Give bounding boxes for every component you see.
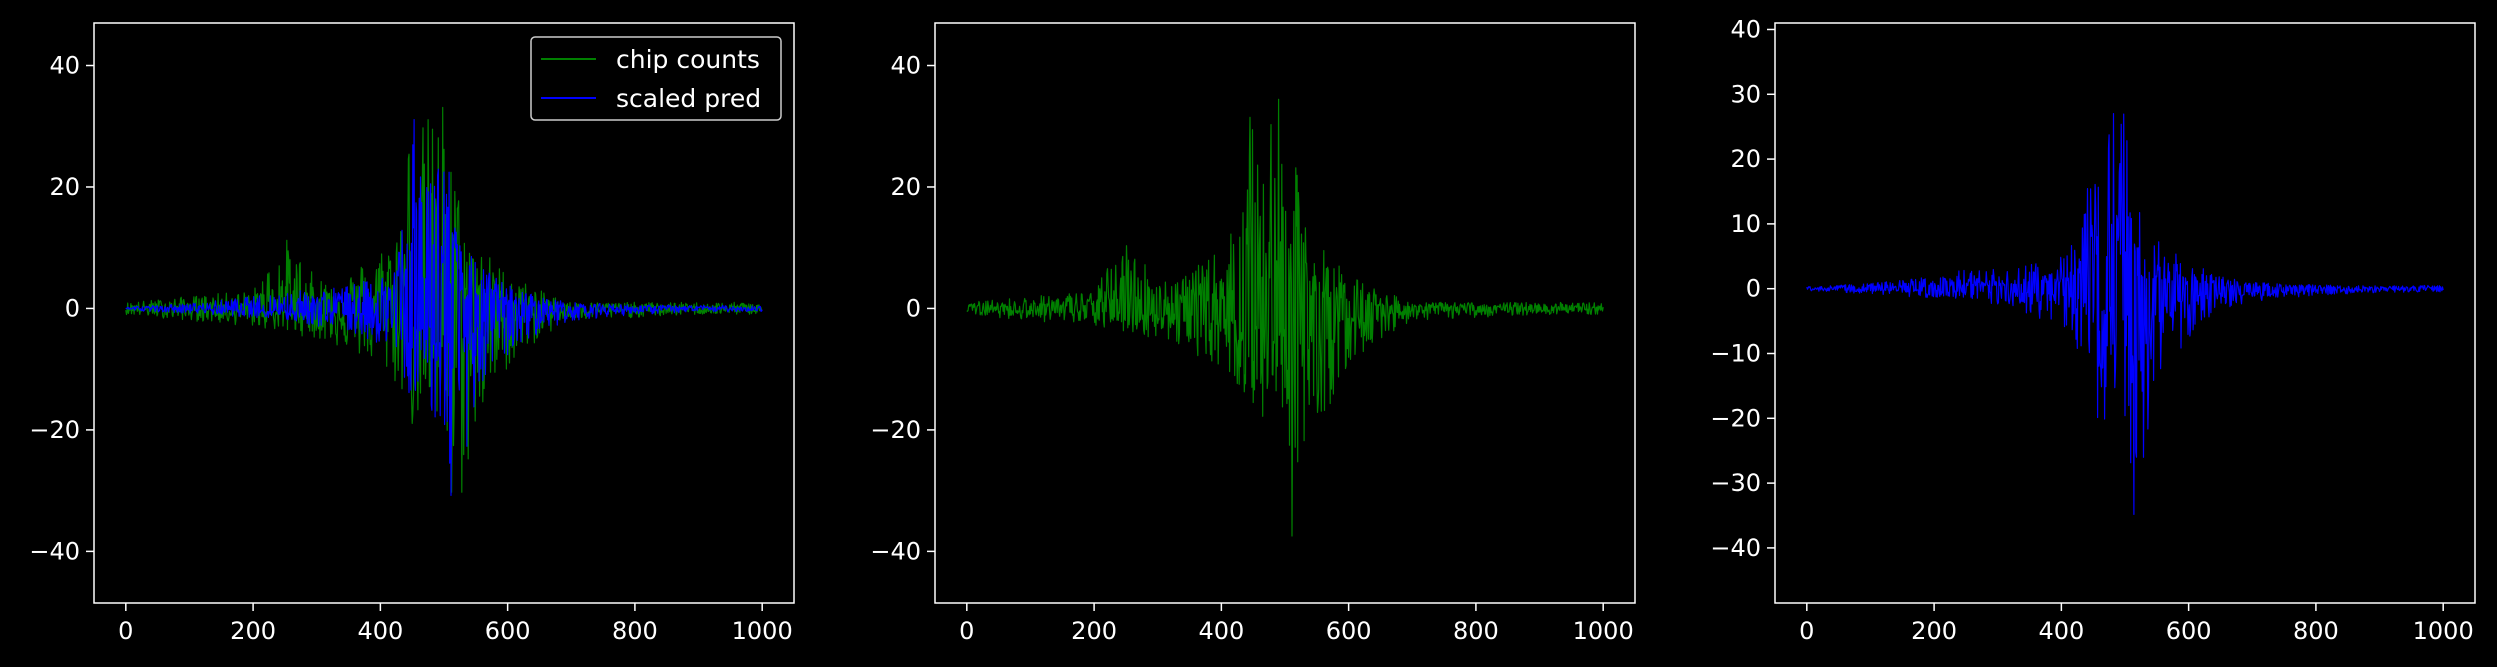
x-tick-label: 0: [118, 617, 133, 645]
y-tick-label: 40: [1730, 15, 1761, 43]
axes-frame: [1774, 22, 2476, 604]
y-tick-label: 0: [65, 294, 80, 322]
y-tick-label: 0: [1746, 275, 1761, 303]
y-tick-label: 20: [49, 173, 80, 201]
y-tick-label: 10: [1730, 210, 1761, 238]
x-tick-label: 600: [2166, 617, 2212, 645]
x-tick-label: 1000: [2413, 617, 2474, 645]
chart-panel-2: 0 200 400 600 800 1000 −40 −20 0 20 40: [870, 22, 1636, 645]
series-line-panel-2: [966, 98, 1604, 537]
x-tick-label: 400: [2038, 617, 2084, 645]
chart-panel-1: 0 200 400 600 800 1000 −40 −20 0 20 40 chip count…: [29, 22, 795, 645]
y-tick-label: −20: [29, 416, 80, 444]
x-tick-label: 0: [959, 617, 974, 645]
x-tick-label: 600: [485, 617, 531, 645]
y-tick-label: 40: [49, 52, 80, 80]
series-line-panel-3: [1806, 113, 2444, 515]
x-tick-label: 1000: [1573, 617, 1634, 645]
x-tick-label: 800: [612, 617, 658, 645]
y-tick-label: −40: [1710, 534, 1761, 562]
x-tick-label: 400: [357, 617, 403, 645]
axes-frame: [93, 22, 795, 604]
y-tick-label: −30: [1710, 469, 1761, 497]
x-tick-label: 200: [230, 617, 276, 645]
legend-label-scaled-pred: scaled pred: [616, 84, 761, 113]
x-tick-label: 600: [1326, 617, 1372, 645]
y-tick-label: 30: [1730, 80, 1761, 108]
y-tick-label: 20: [1730, 145, 1761, 173]
legend-label-chip-counts: chip counts: [616, 45, 760, 74]
x-tick-label: 1000: [732, 617, 793, 645]
legend-box: [530, 36, 782, 121]
y-tick-label: −20: [870, 416, 921, 444]
y-tick-label: 40: [890, 52, 921, 80]
x-tick-label: 800: [1453, 617, 1499, 645]
y-tick-label: 0: [906, 294, 921, 322]
y-tick-label: −40: [870, 537, 921, 565]
chart-panel-3: 0 200 400 600 800 1000 −40 −30 −20 −10 0 10 20 30 40: [1710, 15, 2476, 645]
y-tick-label: −10: [1710, 340, 1761, 368]
x-tick-label: 0: [1799, 617, 1814, 645]
y-tick-label: −20: [1710, 404, 1761, 432]
x-tick-label: 200: [1071, 617, 1117, 645]
x-tick-label: 200: [1911, 617, 1957, 645]
axes-frame: [934, 22, 1636, 604]
x-tick-label: 400: [1198, 617, 1244, 645]
series-line-scaled-pred: [125, 119, 763, 496]
y-tick-label: 20: [890, 173, 921, 201]
legend: chip counts scaled pred: [530, 36, 782, 121]
x-tick-label: 800: [2293, 617, 2339, 645]
y-tick-label: −40: [29, 537, 80, 565]
